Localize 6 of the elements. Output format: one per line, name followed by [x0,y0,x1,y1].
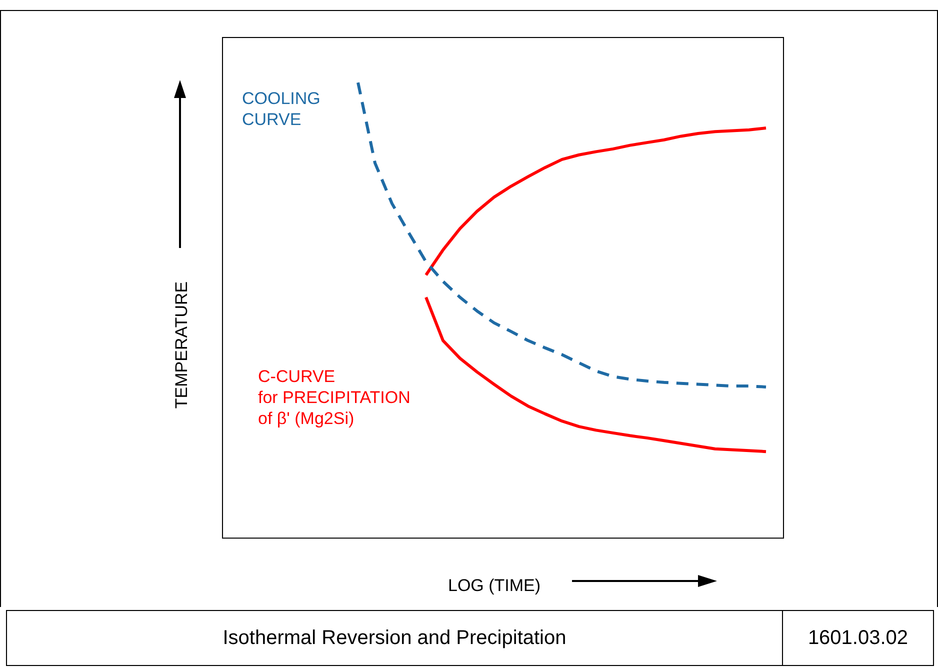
text: Isothermal Reversion and Precipitation [222,626,568,650]
y-axis-title: TEMPERATURE [172,281,192,409]
text: COOLING CURVE [242,88,320,130]
x-axis-title: LOG (TIME) [448,576,541,596]
text: 1601.03.02 [782,611,933,665]
text: C-CURVE for PRECIPITATION of β' (Mg2Si) [258,366,410,429]
